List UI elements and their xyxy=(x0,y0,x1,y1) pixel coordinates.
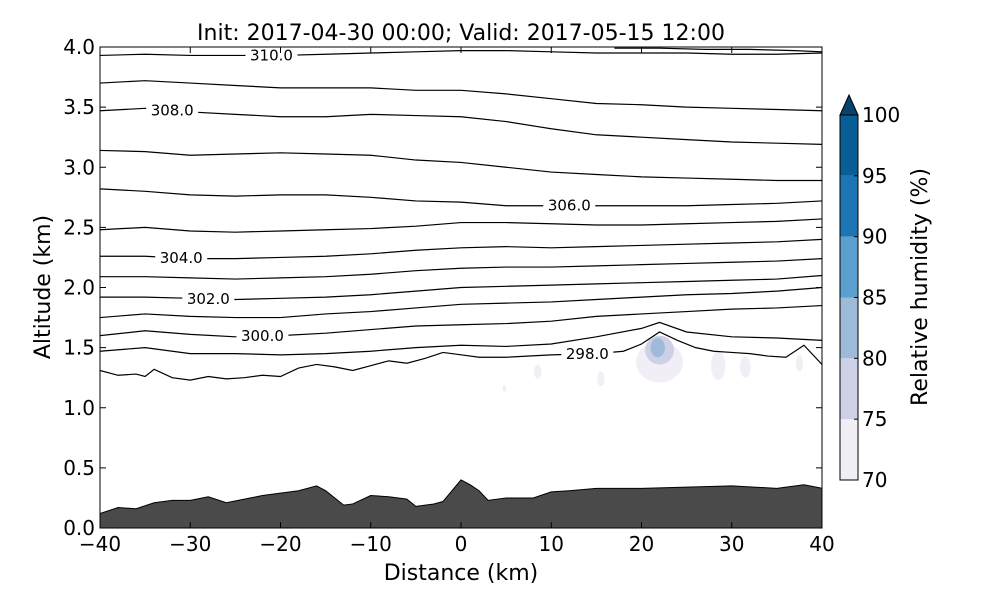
theta-contour xyxy=(100,286,822,319)
theta-contour xyxy=(100,149,822,182)
y-tick-label: 3.5 xyxy=(63,95,95,119)
theta-contour xyxy=(100,218,822,233)
x-axis-label: Distance (km) xyxy=(384,561,539,586)
colorbar-tick-label: 75 xyxy=(862,407,887,431)
theta-contour xyxy=(100,331,822,381)
x-tick-label: 30 xyxy=(719,532,744,556)
theta-contour xyxy=(100,238,822,260)
y-tick-label: 2.5 xyxy=(63,215,95,239)
y-axis-label: Altitude (km) xyxy=(31,215,56,359)
theta-contour xyxy=(100,188,822,207)
plot-area xyxy=(100,47,822,528)
contour-label-layer: 298.0 300.0 302.0 304.0 306.0 308.0 310.0 xyxy=(146,46,614,363)
x-axis: −40 −30 −20 −10 0 10 20 30 40 xyxy=(79,47,835,556)
terrain-layer xyxy=(100,479,822,528)
colorbar-extend-arrow xyxy=(839,93,859,116)
y-tick-label: 0.0 xyxy=(63,516,95,540)
chart-title: Init: 2017-04-30 00:00; Valid: 2017-05-1… xyxy=(197,21,725,46)
colorbar-tick-label: 80 xyxy=(862,346,887,370)
theta-contour xyxy=(100,321,822,356)
colorbar-swatch xyxy=(840,297,858,359)
y-tick-label: 4.0 xyxy=(63,35,95,59)
contour-label: 308.0 xyxy=(151,101,194,119)
colorbar-tick-label: 100 xyxy=(862,103,900,127)
y-axis: 0.0 0.5 1.0 1.5 2.0 2.5 3.0 3.5 4.0 xyxy=(63,35,822,540)
humidity-patch xyxy=(597,371,605,387)
x-tick-label: −30 xyxy=(169,532,211,556)
y-tick-label: 1.0 xyxy=(63,396,95,420)
contour-label: 306.0 xyxy=(548,197,591,215)
humidity-patch xyxy=(710,351,726,381)
x-tick-label: 40 xyxy=(809,532,834,556)
x-tick-label: 0 xyxy=(455,532,468,556)
humidity-patch xyxy=(650,338,665,358)
y-tick-label: 3.0 xyxy=(63,155,95,179)
x-tick-label: −20 xyxy=(259,532,301,556)
colorbar-tick-label: 90 xyxy=(862,225,887,249)
contour-label-gap xyxy=(561,344,614,363)
contour-label: 302.0 xyxy=(187,290,230,308)
colorbar-swatch xyxy=(840,115,858,176)
colorbar-swatch xyxy=(840,358,858,420)
colorbar-label: Relative humidity (%) xyxy=(908,168,933,406)
theta-contour xyxy=(614,47,822,53)
contour-label-gap xyxy=(543,196,596,215)
theta-contour-layer xyxy=(100,47,822,381)
contour-label-gap xyxy=(245,46,298,65)
humidity-patch xyxy=(502,384,507,393)
colorbar-swatch xyxy=(840,175,858,237)
contour-label-gap xyxy=(182,289,235,308)
x-tick-label: −40 xyxy=(79,532,121,556)
x-tick-label: −10 xyxy=(350,532,392,556)
colorbar-tick-label: 95 xyxy=(862,164,887,188)
humidity-fill-layer xyxy=(502,335,804,393)
y-tick-label: 2.0 xyxy=(63,276,95,300)
y-tick-label: 1.5 xyxy=(63,336,95,360)
colorbar-tick-label: 85 xyxy=(862,286,887,310)
theta-contour xyxy=(100,258,822,280)
contour-label: 304.0 xyxy=(160,249,203,267)
y-tick-label: 0.5 xyxy=(63,456,95,480)
contour-label: 298.0 xyxy=(566,345,609,363)
contour-label: 310.0 xyxy=(250,46,293,64)
colorbar: 70 75 80 85 90 95 100 xyxy=(839,93,900,492)
humidity-patch xyxy=(739,356,751,378)
theta-contour xyxy=(100,107,822,146)
contour-label-gap xyxy=(236,327,289,346)
x-tick-label: 10 xyxy=(539,532,564,556)
terrain xyxy=(100,479,822,528)
colorbar-tick-label: 70 xyxy=(862,468,887,492)
theta-contour xyxy=(100,80,822,112)
contour-label: 300.0 xyxy=(241,327,284,345)
x-tick-label: 20 xyxy=(629,532,654,556)
colorbar-swatch xyxy=(840,236,858,298)
colorbar-swatch xyxy=(840,419,858,480)
theta-contour xyxy=(100,304,822,338)
contour-label-gap xyxy=(146,101,199,120)
contour-label-gap xyxy=(155,249,208,268)
humidity-patch xyxy=(534,364,542,379)
humidity-patch xyxy=(795,354,804,372)
